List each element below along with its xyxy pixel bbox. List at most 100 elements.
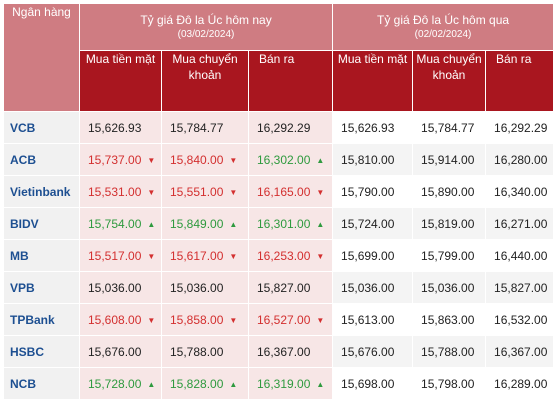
yesterday-cash-buy-cell: 15,698.00	[332, 367, 414, 400]
table-row: ACB 15,737.00 ▼ 15,840.00 ▼ 16,302.00 ▲ 15,810.…	[3, 143, 555, 176]
rate-value: 15,737.00	[88, 152, 142, 167]
yesterday-transfer-buy-cell: 15,819.00	[412, 207, 487, 240]
today-date: (03/02/2024)	[177, 29, 235, 40]
bank-name: HSBC	[3, 335, 80, 368]
today-cash-buy-cell: 15,754.00 ▲	[79, 207, 162, 240]
yesterday-cash-buy-cell: 15,810.00	[332, 143, 414, 176]
table-row: HSBC 15,676.00 15,788.00 16,367.00 15,676.00…	[3, 335, 555, 368]
today-sell-header: Bán ra	[247, 50, 334, 112]
yesterday-sell-cell: 16,280.00	[485, 143, 555, 176]
today-transfer-buy-cell: 15,840.00 ▼	[161, 143, 249, 176]
rate-value: 15,849.00	[170, 216, 224, 231]
today-transfer-buy-cell: 15,617.00 ▼	[161, 239, 249, 272]
today-cash-buy-cell: 15,531.00 ▼	[79, 175, 162, 208]
yesterday-sell-cell: 16,532.00	[485, 303, 555, 336]
table-row: Vietinbank 15,531.00 ▼ 15,551.00 ▼ 16,165.00 ▼…	[3, 175, 555, 208]
today-transfer-buy-cell: 15,551.00 ▼	[161, 175, 249, 208]
arrow-down-icon: ▼	[147, 315, 156, 325]
today-sell-cell: 15,827.00	[247, 271, 334, 304]
yesterday-rate-header: Tỷ giá Đô la Úc hôm qua (02/02/2024)	[332, 3, 555, 51]
yesterday-sell-cell: 16,292.29	[485, 111, 555, 144]
arrow-up-icon: ▲	[229, 219, 238, 229]
bank-name: Vietinbank	[3, 175, 80, 208]
yesterday-cash-buy-cell: 15,036.00	[332, 271, 414, 304]
today-cash-buy-header: Mua tiền mặt	[79, 50, 162, 112]
bank-name: VPB	[3, 271, 80, 304]
yesterday-transfer-buy-header: Mua chuyển khoản	[412, 50, 487, 112]
arrow-down-icon: ▼	[316, 187, 325, 197]
arrow-down-icon: ▼	[229, 251, 238, 261]
today-cash-buy-cell: 15,737.00 ▼	[79, 143, 162, 176]
today-title: Tỷ giá Đô la Úc hôm nay	[140, 13, 272, 27]
arrow-up-icon: ▲	[316, 155, 325, 165]
rate-value: 15,840.00	[170, 152, 224, 167]
yesterday-sell-cell: 16,440.00	[485, 239, 555, 272]
rate-value: 15,531.00	[88, 184, 142, 199]
rate-value: 16,253.00	[257, 248, 311, 263]
rate-value: 15,517.00	[88, 248, 142, 263]
yesterday-cash-buy-header: Mua tiền mặt	[332, 50, 414, 112]
rate-value: 15,608.00	[88, 312, 142, 327]
rate-value: 15,036.00	[170, 280, 224, 295]
table-row: VPB 15,036.00 15,036.00 15,827.00 15,036.00 1…	[3, 271, 555, 304]
bank-name: VCB	[3, 111, 80, 144]
yesterday-title: Tỷ giá Đô la Úc hôm qua	[377, 13, 510, 27]
rate-value: 16,319.00	[257, 376, 311, 391]
today-transfer-buy-cell: 15,849.00 ▲	[161, 207, 249, 240]
yesterday-sell-cell: 16,367.00	[485, 335, 555, 368]
today-sell-cell: 16,301.00 ▲	[247, 207, 334, 240]
today-rate-header: Tỷ giá Đô la Úc hôm nay (03/02/2024)	[78, 3, 334, 51]
rate-value: 15,626.93	[88, 120, 142, 135]
arrow-down-icon: ▼	[229, 187, 238, 197]
rate-value: 15,858.00	[170, 312, 224, 327]
today-transfer-buy-cell: 15,784.77	[161, 111, 249, 144]
yesterday-cash-buy-cell: 15,676.00	[332, 335, 414, 368]
arrow-down-icon: ▼	[147, 187, 156, 197]
today-sell-cell: 16,292.29	[247, 111, 334, 144]
table-row: VCB 15,626.93 15,784.77 16,292.29 15,626.93 1…	[3, 111, 555, 144]
today-transfer-buy-cell: 15,828.00 ▲	[161, 367, 249, 400]
today-cash-buy-cell: 15,626.93	[79, 111, 162, 144]
arrow-down-icon: ▼	[229, 155, 238, 165]
today-cash-buy-cell: 15,728.00 ▲	[79, 367, 162, 400]
yesterday-sell-cell: 16,271.00	[485, 207, 555, 240]
rate-value: 15,788.00	[170, 344, 224, 359]
table-row: MB 15,517.00 ▼ 15,617.00 ▼ 16,253.00 ▼ 15,699.0…	[3, 239, 555, 272]
bank-name: BIDV	[3, 207, 80, 240]
yesterday-date: (02/02/2024)	[414, 29, 472, 40]
today-sell-cell: 16,527.00 ▼	[247, 303, 334, 336]
rate-value: 16,367.00	[257, 344, 311, 359]
today-cash-buy-cell: 15,676.00	[79, 335, 162, 368]
today-transfer-buy-cell: 15,036.00	[161, 271, 249, 304]
today-sell-cell: 16,302.00 ▲	[247, 143, 334, 176]
table-row: TPBank 15,608.00 ▼ 15,858.00 ▼ 16,527.00 ▼ 15,6…	[3, 303, 555, 336]
rate-value: 15,754.00	[88, 216, 142, 231]
arrow-up-icon: ▲	[229, 379, 238, 389]
yesterday-transfer-buy-cell: 15,784.77	[412, 111, 487, 144]
today-transfer-buy-cell: 15,788.00	[161, 335, 249, 368]
bank-name: NCB	[3, 367, 80, 400]
yesterday-cash-buy-cell: 15,626.93	[332, 111, 414, 144]
arrow-up-icon: ▲	[316, 379, 325, 389]
rate-value: 16,301.00	[257, 216, 311, 231]
yesterday-cash-buy-cell: 15,613.00	[332, 303, 414, 336]
arrow-up-icon: ▲	[147, 219, 156, 229]
today-transfer-buy-header: Mua chuyển khoản	[161, 50, 249, 112]
yesterday-transfer-buy-cell: 15,863.00	[412, 303, 487, 336]
yesterday-sell-cell: 16,340.00	[485, 175, 555, 208]
rate-value: 15,728.00	[88, 376, 142, 391]
yesterday-transfer-buy-cell: 15,798.00	[412, 367, 487, 400]
rate-value: 15,617.00	[170, 248, 224, 263]
today-sell-cell: 16,319.00 ▲	[247, 367, 334, 400]
yesterday-transfer-buy-cell: 15,788.00	[412, 335, 487, 368]
rate-rows: VCB 15,626.93 15,784.77 16,292.29 15,626.93 1…	[3, 111, 555, 400]
arrow-up-icon: ▲	[147, 379, 156, 389]
today-sell-cell: 16,253.00 ▼	[247, 239, 334, 272]
yesterday-cash-buy-cell: 15,790.00	[332, 175, 414, 208]
today-cash-buy-cell: 15,036.00	[79, 271, 162, 304]
rate-value: 15,676.00	[88, 344, 142, 359]
arrow-down-icon: ▼	[316, 251, 325, 261]
yesterday-sell-header: Bán ra	[485, 50, 555, 112]
today-cash-buy-cell: 15,608.00 ▼	[79, 303, 162, 336]
yesterday-sell-cell: 15,827.00	[485, 271, 555, 304]
